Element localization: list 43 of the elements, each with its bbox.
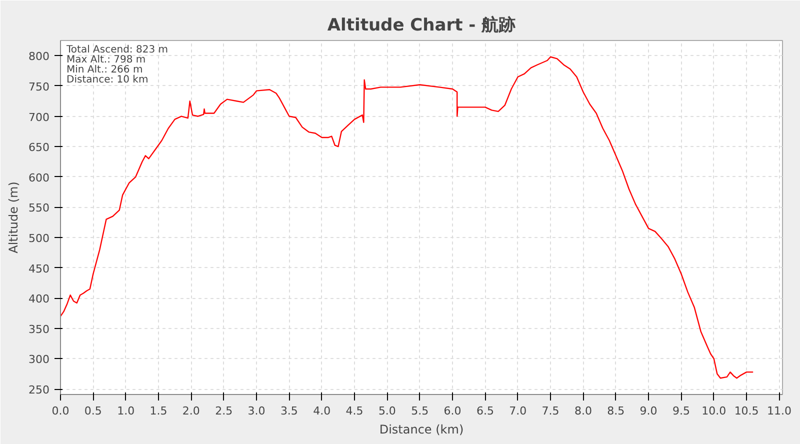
y-tick-label: 750 (28, 80, 50, 94)
x-tick-label: 5.5 (411, 404, 429, 418)
x-tick-label: 1.5 (150, 404, 168, 418)
y-tick-label: 550 (28, 202, 50, 215)
y-tick-label: 650 (28, 141, 50, 154)
x-tick-label: 3.0 (248, 404, 266, 418)
x-tick-label: 9.5 (672, 404, 690, 418)
x-tick-label: 6.5 (476, 404, 494, 418)
y-tick-label: 350 (28, 322, 50, 336)
x-tick-label: 1.0 (117, 404, 135, 418)
x-tick-label: 6.0 (444, 404, 462, 418)
annotation: Total Ascend: 823 m (66, 44, 168, 56)
annotation: Max Alt.: 798 m (66, 54, 146, 66)
x-tick-label: 10.0 (702, 404, 726, 418)
x-tick-label: 9.0 (640, 404, 658, 418)
x-tick-label: 8.5 (607, 404, 625, 418)
y-tick-label: 700 (28, 110, 50, 124)
x-tick-label: 8.0 (574, 404, 592, 418)
y-tick-label: 800 (28, 50, 50, 64)
x-tick-label: 2.5 (215, 404, 233, 418)
x-tick-label: 5.0 (378, 404, 396, 418)
x-axis-title: Distance (km) (379, 422, 464, 436)
x-tick-label: 7.5 (542, 404, 560, 418)
annotation: Min Alt.: 266 m (66, 64, 143, 76)
x-tick-label: 4.5 (346, 404, 364, 418)
y-tick-label: 600 (28, 171, 50, 184)
x-tick-label: 3.5 (280, 404, 298, 418)
line-series (60, 56, 754, 379)
annotation: Distance: 10 km (66, 74, 148, 86)
x-tick-label: 11.0 (766, 404, 792, 418)
y-tick-label: 500 (28, 232, 50, 246)
x-tick-label: 7.0 (509, 404, 527, 418)
y-axis-title: Altitude (m) (6, 182, 21, 254)
x-tick-label: 0.5 (84, 404, 102, 418)
y-tick-label: 250 (28, 384, 50, 397)
y-tick-label: 400 (28, 292, 50, 306)
y-tick-label: 450 (28, 262, 50, 276)
x-tick-label: 10.5 (734, 404, 759, 418)
x-tick-label: 0.0 (52, 404, 70, 418)
x-tick-label: 4.0 (313, 404, 331, 418)
x-tick-label: 2.0 (182, 404, 200, 418)
y-tick-label: 300 (28, 353, 50, 366)
chart-title: Altitude Chart - 航跡 (327, 16, 516, 36)
